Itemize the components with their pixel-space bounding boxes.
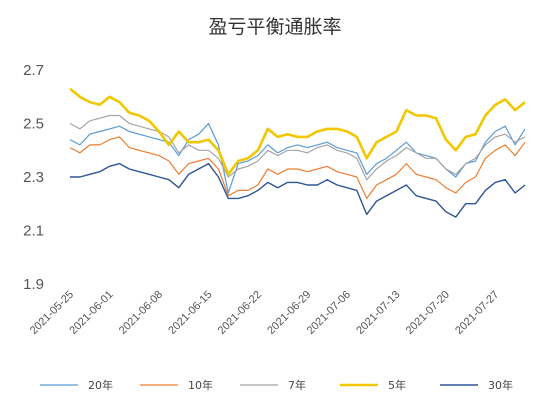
y-tick-label: 2.7 [23, 62, 44, 79]
legend-label: 7年 [288, 378, 306, 392]
y-tick-label: 2.1 [23, 223, 44, 240]
legend-label: 5年 [388, 378, 406, 392]
series-line [70, 162, 526, 218]
legend-label: 20年 [88, 378, 113, 392]
y-tick-label: 2.5 [23, 116, 44, 133]
y-tick-label: 1.9 [23, 276, 44, 293]
x-tick-label: 2021-06-08 [117, 289, 165, 337]
legend-label: 30年 [488, 378, 513, 392]
legend-label: 10年 [188, 378, 213, 392]
series-line [69, 114, 526, 181]
x-tick-label: 2021-07-20 [404, 289, 452, 337]
x-tick-label: 2021-06-22 [216, 289, 264, 337]
series-line [69, 122, 526, 194]
x-tick-label: 2021-07-27 [453, 289, 501, 337]
x-tick-label: 2021-06-15 [166, 289, 214, 337]
y-tick-label: 2.3 [23, 169, 44, 186]
series-line [69, 136, 526, 199]
x-tick-label: 2021-07-13 [354, 289, 402, 337]
chart-title: 盈亏平衡通胀率 [208, 16, 342, 38]
series-line [69, 87, 526, 176]
